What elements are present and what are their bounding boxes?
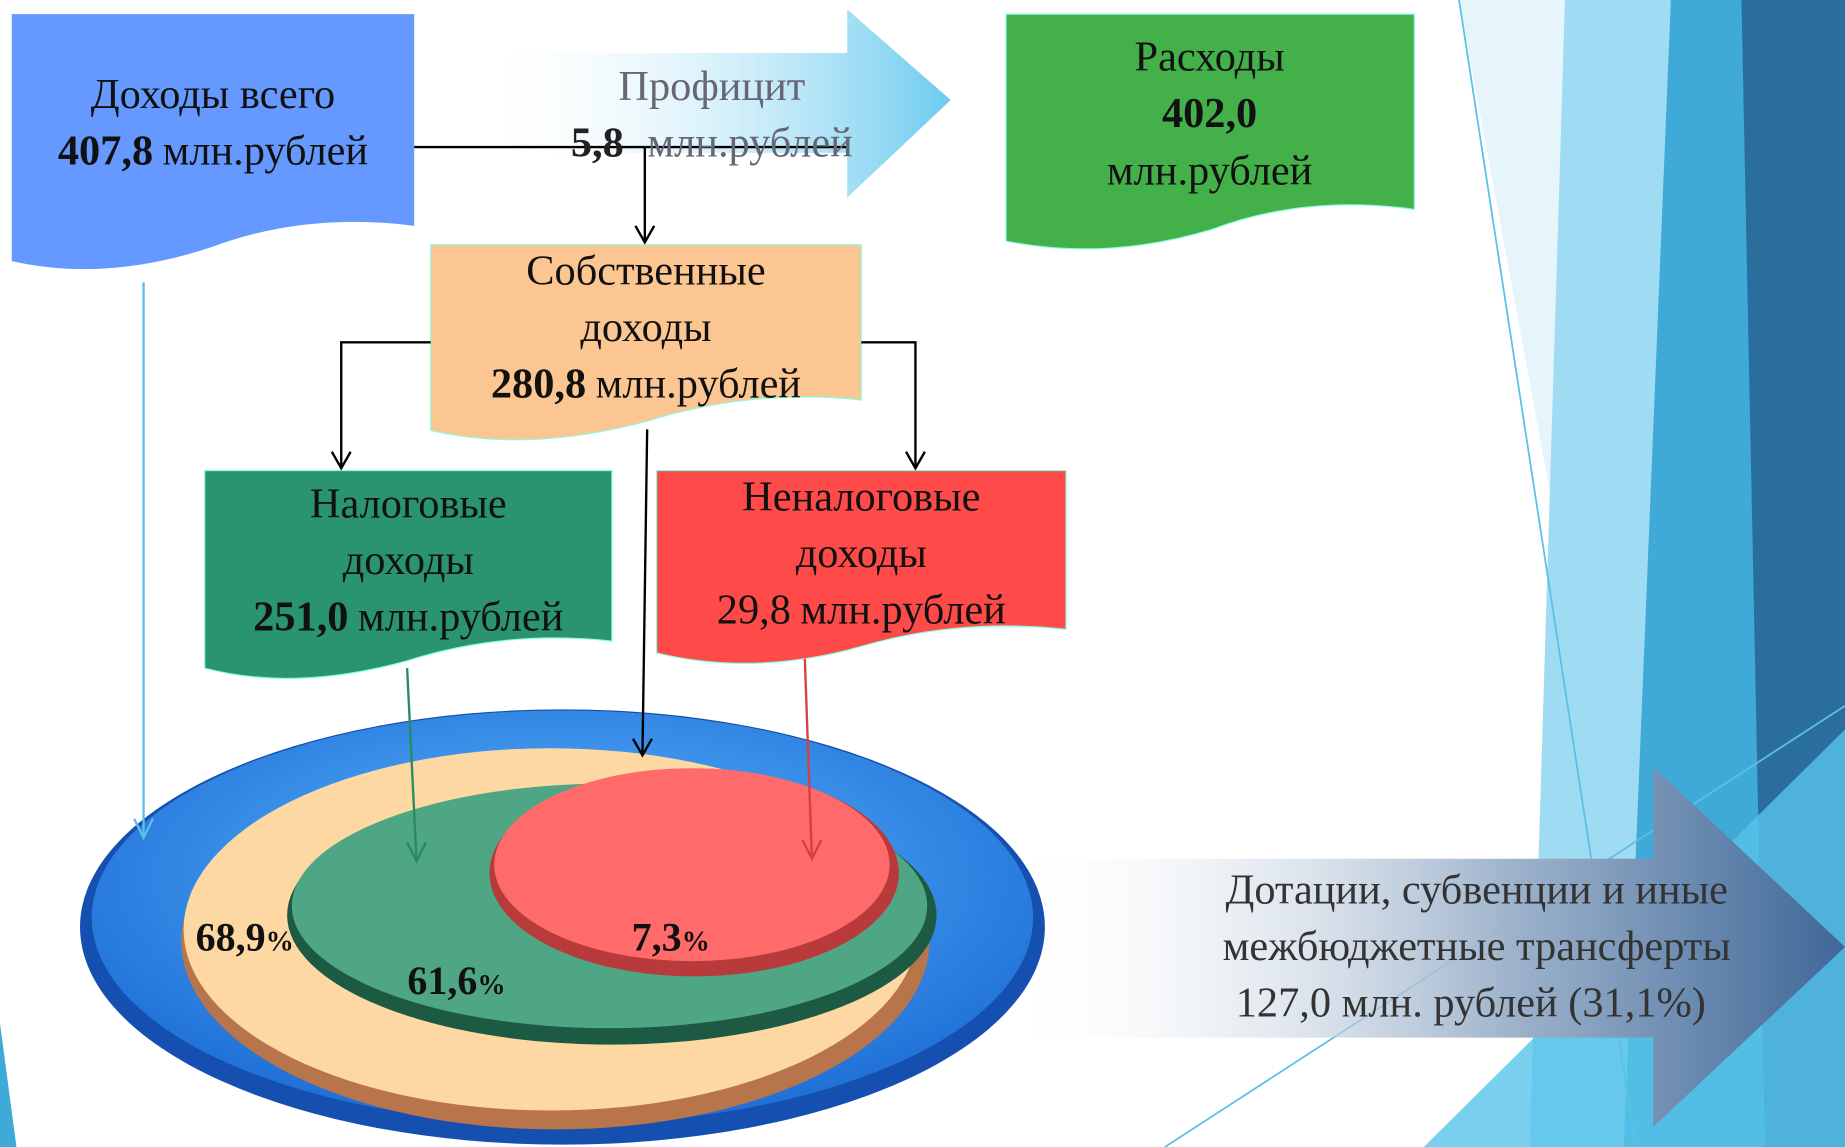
- unit: %: [477, 970, 505, 1001]
- nontax-amount: 29,8 млн.рублей: [717, 587, 1006, 634]
- transfers-line: Дотации, субвенции и иные: [1225, 866, 1728, 913]
- unit: млн.рублей: [647, 119, 853, 166]
- total-amount: 407,8 млн.рублей: [58, 128, 368, 175]
- unit: млн.рублей: [596, 361, 802, 408]
- value: 68,9: [196, 915, 266, 960]
- unit: %: [682, 927, 710, 958]
- amount: 280,8: [491, 361, 586, 408]
- surplus-arrow: [470, 9, 951, 198]
- amount: 407,8: [58, 128, 153, 175]
- tax-box: [204, 469, 613, 679]
- amount: 29,8: [717, 587, 791, 634]
- share-label: 7,3%: [632, 915, 710, 960]
- nested-ellipses: [80, 709, 1045, 1145]
- amount: 251,0: [253, 594, 348, 641]
- nontax-line: Неналоговые: [742, 474, 980, 521]
- transfers-arrow: [1000, 767, 1845, 1128]
- expenses-amount: 402,0: [1162, 90, 1257, 137]
- surplus-amount: 5,8 млн.рублей: [571, 119, 853, 166]
- nontax-line: доходы: [796, 530, 927, 577]
- own-line: Собственные: [526, 248, 765, 295]
- unit: млн.рублей: [800, 587, 1006, 634]
- expenses-unit: млн.рублей: [1107, 148, 1313, 195]
- expenses-box: [1005, 13, 1415, 250]
- unit: млн.рублей: [358, 594, 564, 641]
- total-box: [11, 14, 415, 270]
- transfers-line: 127,0 млн. рублей (31,1%): [1236, 979, 1706, 1026]
- unit: млн.рублей: [163, 128, 369, 175]
- tax-amount: 251,0 млн.рублей: [253, 594, 563, 641]
- own-box: [430, 244, 862, 441]
- amount: 5,8: [571, 119, 624, 166]
- share-label: 68,9%: [196, 915, 294, 960]
- value: 61,6: [407, 958, 477, 1003]
- expenses-label: Расходы: [1135, 34, 1285, 81]
- connectors: [133, 145, 926, 864]
- unit: %: [266, 927, 294, 958]
- tax-line: доходы: [343, 537, 474, 584]
- own-line: доходы: [580, 304, 711, 351]
- surplus-label: Профицит: [618, 63, 805, 110]
- tax-line: Налоговые: [310, 481, 507, 528]
- transfers-line: межбюджетные трансферты: [1223, 923, 1731, 970]
- share-label: 61,6%: [407, 958, 505, 1003]
- total-label: Доходы всего: [91, 71, 335, 118]
- value: 7,3: [632, 915, 682, 960]
- own-amount: 280,8 млн.рублей: [491, 361, 801, 408]
- nontax-box: [655, 469, 1067, 664]
